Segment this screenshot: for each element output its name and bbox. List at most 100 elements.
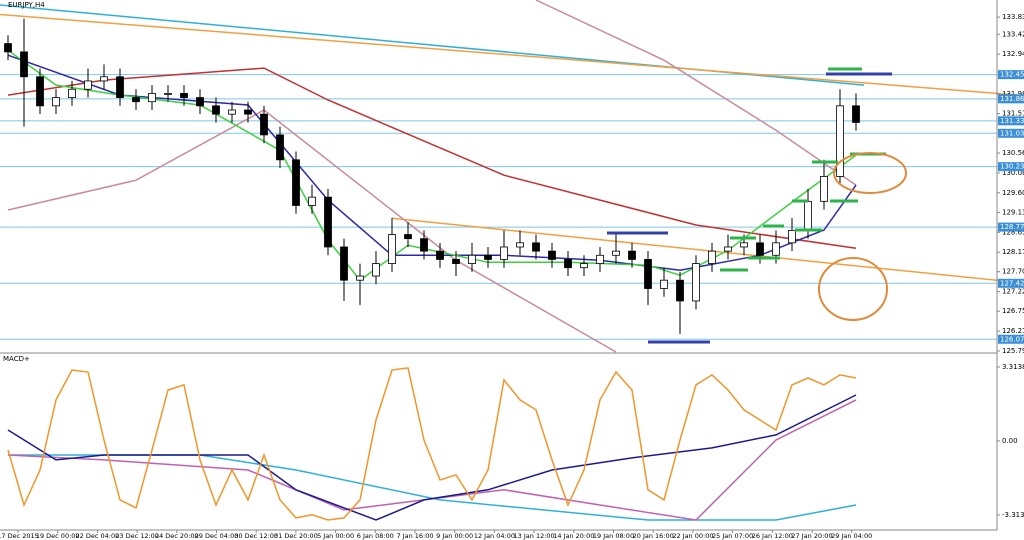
level-label: 128.779: [1000, 223, 1024, 231]
level-label: 132.452: [1000, 71, 1024, 79]
candle-body: [100, 76, 108, 82]
candle-body: [564, 259, 572, 269]
candle-body: [692, 263, 700, 302]
candle-body: [484, 254, 492, 260]
y-tick-label: 129.134: [1002, 208, 1024, 216]
y-tick-label: 133.838: [1002, 13, 1024, 21]
candle-body: [324, 196, 332, 248]
candle-body: [244, 109, 252, 115]
indicator-line: [535, 0, 857, 186]
x-tick-label: 6 Jan 08:00: [357, 532, 394, 540]
candle-body: [836, 105, 844, 177]
level-label: 126.077: [1000, 335, 1024, 343]
x-tick-label: 22 Jan 00:00: [672, 532, 713, 540]
level-label-box: [998, 116, 1024, 126]
candle-body: [516, 242, 524, 248]
drawings: [607, 67, 907, 344]
y-tick-label: 130.564: [1002, 149, 1024, 157]
indicator-line: [7, 394, 857, 521]
x-tick-label: 23 Dec 12:00: [115, 532, 159, 540]
level-label: 130.235: [1000, 163, 1024, 171]
level-label-box: [998, 128, 1024, 138]
candle-body: [36, 76, 44, 107]
level-label-box: [998, 94, 1024, 104]
y-tick-label: 127.704: [1002, 268, 1024, 276]
x-tick-label: 17 Dec 2015: [0, 532, 39, 540]
candle-body: [532, 242, 540, 252]
candle-body: [196, 97, 204, 107]
indicator-line: [0, 13, 1024, 97]
candle-body: [660, 279, 668, 289]
level-label-box: [998, 70, 1024, 80]
candle-body: [820, 176, 828, 202]
y-tick-label: 131.984: [1002, 90, 1024, 98]
candle-body: [356, 275, 364, 281]
candle-body: [372, 263, 380, 277]
y-tick-label: 127.224: [1002, 288, 1024, 296]
candle-body: [676, 279, 684, 302]
y-tick-label: 131.514: [1002, 110, 1024, 118]
y-tick-label: 129.604: [1002, 189, 1024, 197]
level-label: 131.039: [1000, 129, 1024, 137]
candle-body: [644, 259, 652, 289]
candle-body: [756, 242, 764, 256]
macd-title: MACD+: [3, 355, 30, 363]
indicator-line: [391, 217, 1024, 284]
y-tick-label: 125.794: [1002, 347, 1024, 355]
x-tick-label: 5 Jan 00:00: [317, 532, 354, 540]
candle-body: [388, 234, 396, 264]
candle-body: [468, 254, 476, 264]
highlight-circle: [818, 257, 888, 321]
indicator-line: [7, 399, 857, 521]
x-tick-label: 19 Jan 08:00: [593, 532, 634, 540]
candle-body: [148, 92, 156, 103]
level-label-box: [998, 162, 1024, 172]
candle-body: [68, 88, 76, 98]
level-label-box: [998, 278, 1024, 288]
candle-body: [260, 113, 268, 136]
x-tick-label: 24 Dec 20:00: [155, 532, 199, 540]
candle-body: [500, 246, 508, 260]
x-tick-label: 9 Jan 00:00: [436, 532, 473, 540]
y-tick-label: 128.654: [1002, 228, 1024, 236]
candle-body: [132, 97, 140, 103]
candle-body: [420, 238, 428, 252]
candle-body: [452, 259, 460, 264]
x-tick-label: 7 Jan 16:00: [396, 532, 433, 540]
highlight-circle: [833, 152, 907, 194]
candle-body: [180, 92, 188, 98]
candle-body: [4, 43, 12, 53]
candle-body: [724, 246, 732, 252]
candle-body: [340, 246, 348, 281]
x-tick-label: 29 Jan 04:00: [831, 532, 872, 540]
x-tick-label: 20 Jan 16:00: [633, 532, 674, 540]
level-label-box: [998, 334, 1024, 344]
x-tick-label: 12 Jan 04:00: [474, 532, 515, 540]
candle-body: [228, 109, 236, 115]
y-tick-label: 132.944: [1002, 50, 1024, 58]
x-tick-label: 31 Dec 20:00: [274, 532, 318, 540]
candle-body: [292, 159, 300, 206]
chart-title: EURJPY,H4: [8, 1, 45, 9]
candle-body: [852, 105, 860, 123]
x-tick-label: 25 Jan 07:00: [712, 532, 753, 540]
candle-body: [308, 196, 316, 206]
candle-body: [612, 250, 620, 256]
y-tick-label: 128.174: [1002, 248, 1024, 256]
candle-body: [20, 51, 28, 78]
x-tick-label: 19 Dec 00:00: [36, 532, 80, 540]
macd-panel: [7, 367, 857, 521]
candle-body: [436, 250, 444, 260]
y-tick-label: 126.274: [1002, 327, 1024, 335]
candle-body: [52, 97, 60, 107]
candle-body: [580, 263, 588, 269]
candles: [4, 18, 860, 335]
x-tick-label: 29 Dec 04:00: [195, 532, 239, 540]
y-tick-label: 126.754: [1002, 307, 1024, 315]
level-label: 127.425: [1000, 279, 1024, 287]
x-tick-label: 26 Jan 12:00: [752, 532, 793, 540]
candle-body: [116, 76, 124, 98]
x-tick-label: 27 Jan 20:00: [791, 532, 832, 540]
